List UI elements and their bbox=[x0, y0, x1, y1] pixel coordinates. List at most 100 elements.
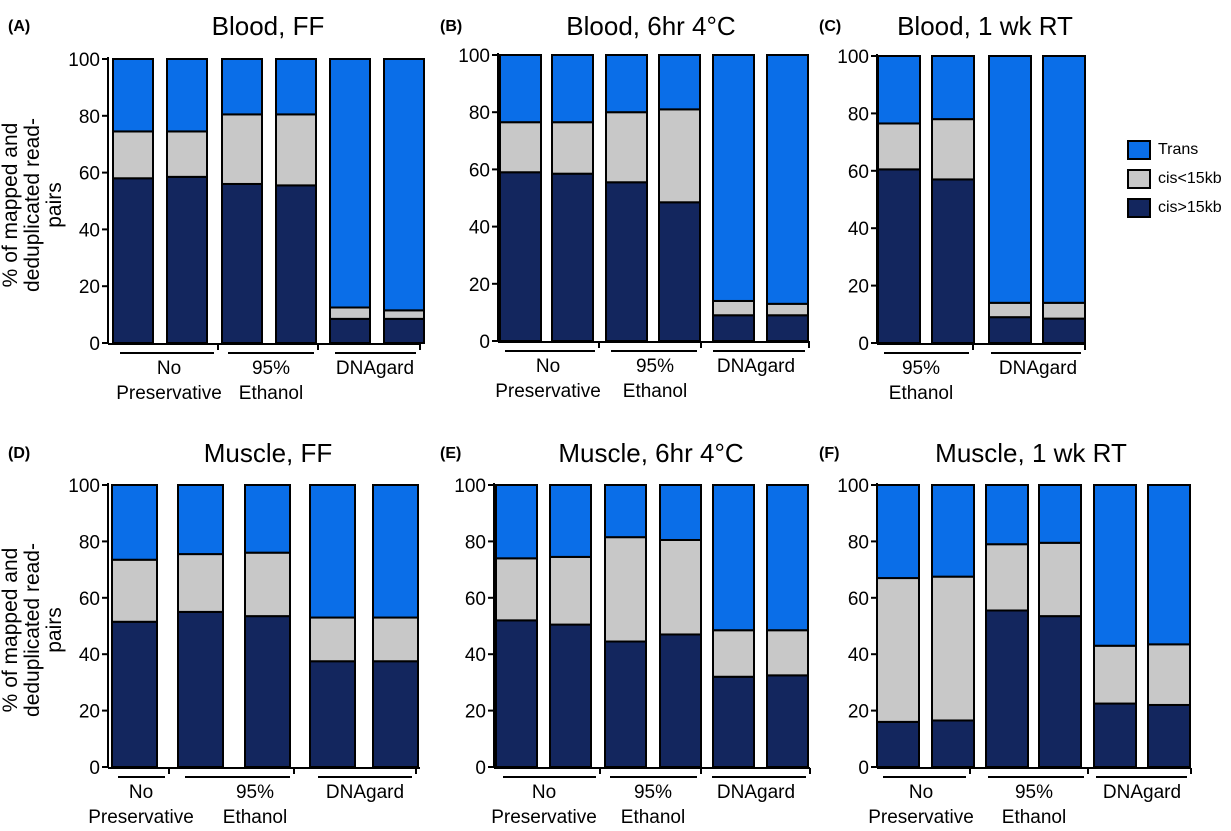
panel-b-bar-6-cis-15kb bbox=[766, 302, 809, 317]
y-axis-label-bottom-text: % of mapped and deduplicated read-pairs bbox=[0, 543, 66, 717]
legend: Trans cis<15kb cis>15kb bbox=[1127, 135, 1222, 222]
panel-d-y-tick-label: 100 bbox=[68, 476, 100, 497]
panel-d-letter: (D) bbox=[8, 445, 30, 462]
panel-d-bar-2-cis-15kb bbox=[177, 553, 224, 613]
panel-e-y-tick-label: 40 bbox=[465, 645, 486, 666]
panel-c-title: Blood, 1 wk RT bbox=[897, 11, 1073, 41]
panel-d-title: Muscle, FF bbox=[204, 438, 333, 468]
panel-b-group-label: Preservative bbox=[495, 381, 601, 402]
legend-swatch-trans bbox=[1127, 139, 1151, 160]
panel-e-bar-1-cis-15kb bbox=[495, 557, 538, 622]
legend-label-trans: Trans bbox=[1158, 140, 1199, 158]
panel-f-bar-3-cis-15kb bbox=[985, 543, 1029, 612]
panel-c-bar-1-cis-15kb bbox=[877, 122, 921, 171]
panel-a-bar-6-cis-15kb bbox=[383, 317, 425, 344]
panel-f-y-tick-label: 100 bbox=[837, 476, 869, 497]
panel-b-bar-5-cis-15kb bbox=[712, 314, 755, 343]
panel-f-y-tick-label: 0 bbox=[858, 758, 869, 779]
panel-b-y-tick-label: 100 bbox=[458, 46, 490, 67]
panel-d-bar-5-cis-15kb bbox=[372, 660, 419, 768]
panel-b-bar-5-trans bbox=[712, 54, 755, 302]
panel-f-bar-2-trans bbox=[931, 484, 975, 578]
panel-c-bar-1-cis-15kb bbox=[877, 168, 921, 344]
panel-b-y-tick-label: 0 bbox=[479, 332, 490, 353]
panel-c-bar-4-cis-15kb bbox=[1042, 317, 1086, 345]
panel-b-bar-3-cis-15kb bbox=[605, 181, 648, 342]
panel-f-bar-3-cis-15kb bbox=[985, 609, 1029, 768]
panel-f-y-tick-label: 80 bbox=[848, 532, 869, 553]
legend-swatch-cis-long bbox=[1127, 197, 1151, 218]
panel-f-bar-4-cis-15kb bbox=[1038, 615, 1082, 768]
y-axis-label-bottom-row: % of mapped and deduplicated read-pairs bbox=[0, 485, 66, 775]
panel-a-group-label: 95% bbox=[252, 358, 290, 379]
panel-a-y-tick-label: 80 bbox=[79, 107, 100, 128]
panel-f-bar-4-cis-15kb bbox=[1038, 541, 1082, 618]
panel-a-bar-5-cis-15kb bbox=[329, 317, 371, 344]
panel-c-bar-4-trans bbox=[1042, 55, 1086, 304]
legend-item-trans: Trans bbox=[1127, 135, 1222, 164]
panel-b-group-label: DNAgard bbox=[717, 356, 795, 377]
panel-f-y-tick-label: 40 bbox=[848, 645, 869, 666]
panel-f-bar-6-trans bbox=[1147, 484, 1191, 646]
panel-a-bar-4-trans bbox=[275, 58, 317, 116]
panel-c-bar-3-trans bbox=[988, 55, 1032, 304]
panel-d-y-tick-label: 0 bbox=[89, 758, 100, 779]
panel-d-y-tick-label: 20 bbox=[79, 702, 100, 723]
panel-e-bar-2-trans bbox=[549, 484, 592, 558]
panel-f-group-label: Ethanol bbox=[1002, 807, 1066, 828]
panel-c-y-tick-label: 20 bbox=[848, 277, 869, 298]
panel-c-y-tick-label: 0 bbox=[858, 334, 869, 355]
panel-e-group-label: 95% bbox=[634, 782, 672, 803]
panel-c-group-label: DNAgard bbox=[999, 358, 1077, 379]
legend-item-cis-short: cis<15kb bbox=[1127, 164, 1222, 193]
panel-c-bar-2-cis-15kb bbox=[931, 178, 975, 344]
panel-f-title: Muscle, 1 wk RT bbox=[935, 438, 1127, 468]
panel-d-bar-3-cis-15kb bbox=[244, 551, 291, 618]
panel-f-bar-3-trans bbox=[985, 484, 1029, 546]
panel-f-bar-5-trans bbox=[1093, 484, 1137, 647]
panel-d-group-label: Preservative bbox=[88, 807, 194, 828]
panel-d-group-label: Ethanol bbox=[223, 807, 287, 828]
panel-b-bar-6-cis-15kb bbox=[766, 314, 809, 343]
panel-c-y-tick-label: 60 bbox=[848, 162, 869, 183]
panel-a-bar-3-cis-15kb bbox=[221, 113, 263, 185]
panel-e-bar-1-cis-15kb bbox=[495, 619, 538, 768]
panel-e-group-label: Preservative bbox=[491, 807, 597, 828]
panel-d-y-tick-label: 80 bbox=[79, 532, 100, 553]
panel-b-bar-2-cis-15kb bbox=[551, 172, 594, 342]
panel-a-bar-5-trans bbox=[329, 58, 371, 309]
panel-d-bar-4-trans bbox=[309, 484, 356, 619]
panel-c-group-label: Ethanol bbox=[889, 383, 953, 404]
panel-f-bar-1-cis-15kb bbox=[876, 577, 920, 723]
panel-c-letter: (C) bbox=[819, 18, 841, 35]
panel-d-bar-1-trans bbox=[111, 484, 158, 561]
y-axis-label-top-text: % of mapped and deduplicated read-pairs bbox=[0, 118, 66, 292]
panel-a-y-tick-label: 40 bbox=[79, 220, 100, 241]
panel-f-y-tick-label: 20 bbox=[848, 702, 869, 723]
y-axis-label-top-row: % of mapped and deduplicated read-pairs bbox=[0, 60, 66, 350]
panel-e-bar-2-cis-15kb bbox=[549, 555, 592, 626]
panel-e-letter: (E) bbox=[440, 445, 461, 462]
panel-f-bar-1-cis-15kb bbox=[876, 720, 920, 769]
panel-a-bar-5-cis-15kb bbox=[329, 306, 371, 320]
panel-e-bar-1-trans bbox=[495, 484, 538, 560]
panel-e-bar-3-cis-15kb bbox=[604, 536, 647, 643]
panel-f-y-tick-label: 60 bbox=[848, 589, 869, 610]
panel-f-bar-2-cis-15kb bbox=[931, 575, 975, 722]
panel-b-y-tick-label: 60 bbox=[469, 160, 490, 181]
panel-d-y-tick-label: 40 bbox=[79, 645, 100, 666]
panel-d-bar-2-cis-15kb bbox=[177, 610, 224, 769]
panel-e-bar-6-cis-15kb bbox=[766, 674, 809, 768]
panel-d-group-label: DNAgard bbox=[326, 782, 404, 803]
panel-e-group-label: Ethanol bbox=[621, 807, 685, 828]
panel-b-bar-1-cis-15kb bbox=[499, 121, 542, 174]
panel-a-y-tick-label: 20 bbox=[79, 277, 100, 298]
panel-e-y-tick-label: 60 bbox=[465, 589, 486, 610]
panel-e-bar-6-cis-15kb bbox=[766, 629, 809, 677]
panel-e-title: Muscle, 6hr 4°C bbox=[558, 438, 743, 468]
panel-a-bar-6-cis-15kb bbox=[383, 309, 425, 320]
panel-e-y-tick-label: 100 bbox=[454, 476, 486, 497]
panel-d-bar-3-cis-15kb bbox=[244, 615, 291, 768]
panel-b-bar-1-trans bbox=[499, 54, 542, 124]
